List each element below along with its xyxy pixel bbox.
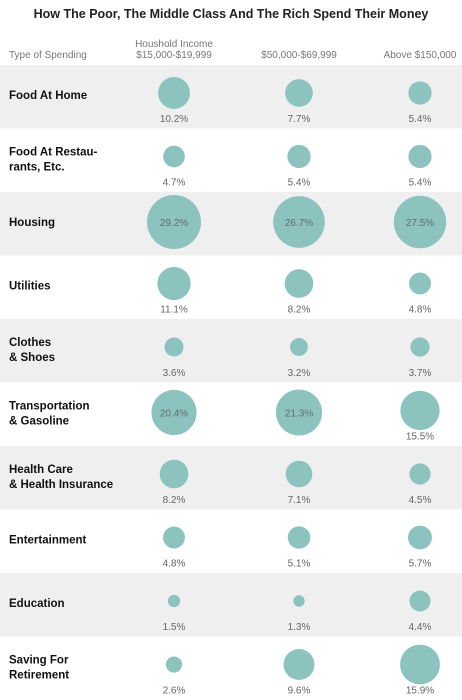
bubble [285,79,313,107]
value-label: 26.7% [285,218,313,229]
value-label: 3.2% [288,368,311,379]
value-label: 4.7% [163,178,186,189]
row-stripe [0,446,462,510]
bubble [409,272,431,295]
category-label: Food At Restau- [9,147,98,159]
category-label: Education [9,598,65,610]
row-stripe [0,573,462,637]
category-label: Retirement [9,670,69,682]
bubble [293,595,305,607]
row-stripe [0,319,462,383]
value-label: 15.9% [406,686,434,697]
value-label: 9.6% [288,686,311,697]
value-label: 5.4% [409,178,432,189]
category-label: rants, Etc. [9,162,65,174]
category-label: Utilities [9,281,51,293]
value-label: 4.5% [409,495,432,506]
category-label: Transportation [9,401,90,413]
row-header: Type of Spending [9,50,87,61]
row-stripes [0,65,462,637]
value-label: 5.1% [288,559,311,570]
value-label: 10.2% [160,114,188,125]
value-label: 29.2% [160,218,188,229]
value-label: 4.8% [409,305,432,316]
bubble [275,389,323,436]
value-label: 3.6% [163,368,186,379]
category-label: Entertainment [9,535,86,547]
value-label: 4.8% [163,559,186,570]
bubble [285,460,313,488]
value-label: 15.5% [406,432,434,443]
value-label: 3.7% [409,368,432,379]
bubble [409,590,431,612]
category-label: & Gasoline [9,416,69,428]
value-label: 21.3% [285,409,313,420]
bubble [163,145,185,168]
column-headers: Houshold Income$15,000-$19,999 $50,000-$6… [135,39,457,61]
value-label: 2.6% [163,686,186,697]
row-stripe [0,65,462,129]
value-label: 20.4% [160,409,188,420]
bubble [290,338,308,356]
row-stripe [0,192,462,256]
bubble [167,594,181,608]
category-label: Housing [9,217,55,229]
bubble [410,337,430,357]
category-label: Food At Home [9,90,87,102]
value-label: 5.4% [288,178,311,189]
value-label: 7.7% [288,114,311,125]
category-label: & Health Insurance [9,479,113,491]
bubble [400,390,440,431]
bubble [159,459,189,489]
bubble [284,269,314,298]
column-header-1: $15,000-$19,999 [136,50,212,61]
bubble [400,644,440,685]
bubble [408,81,432,105]
bubble [408,525,432,550]
bubble [287,144,311,169]
category-label: & Shoes [9,352,55,364]
value-label: 1.5% [163,622,186,633]
column-header-1: Houshold Income [135,39,213,50]
bubble [151,389,197,436]
bubble [165,656,183,673]
value-label: 11.1% [160,305,188,316]
value-label: 4.4% [409,622,432,633]
bubble [409,463,431,485]
column-header-3: Above $150,000 [384,50,457,61]
value-label: 8.2% [163,495,186,506]
bubble [408,144,432,169]
value-label: 8.2% [288,305,311,316]
value-label: 5.7% [409,559,432,570]
bubble [157,266,191,301]
spending-rows: Food At Home 10.2% 7.7% 5.4% Food At Restau-… [9,77,447,697]
value-label: 27.5% [406,218,434,229]
value-label: 1.3% [288,622,311,633]
bubble [158,77,190,109]
value-label: 5.4% [409,114,432,125]
chart-title: How The Poor, The Middle Class And The R… [34,7,429,21]
bubble [147,195,201,249]
bubble [393,195,447,249]
value-label: 7.1% [288,495,311,506]
category-label: Saving For [9,655,69,667]
bubble [273,196,325,248]
category-label: Clothes [9,337,51,349]
bubble [283,649,315,680]
bubble [163,526,185,549]
bubble [164,337,184,357]
category-label: Health Care [9,464,73,476]
bubble [287,526,311,549]
column-header-2: $50,000-$69,999 [261,50,337,61]
